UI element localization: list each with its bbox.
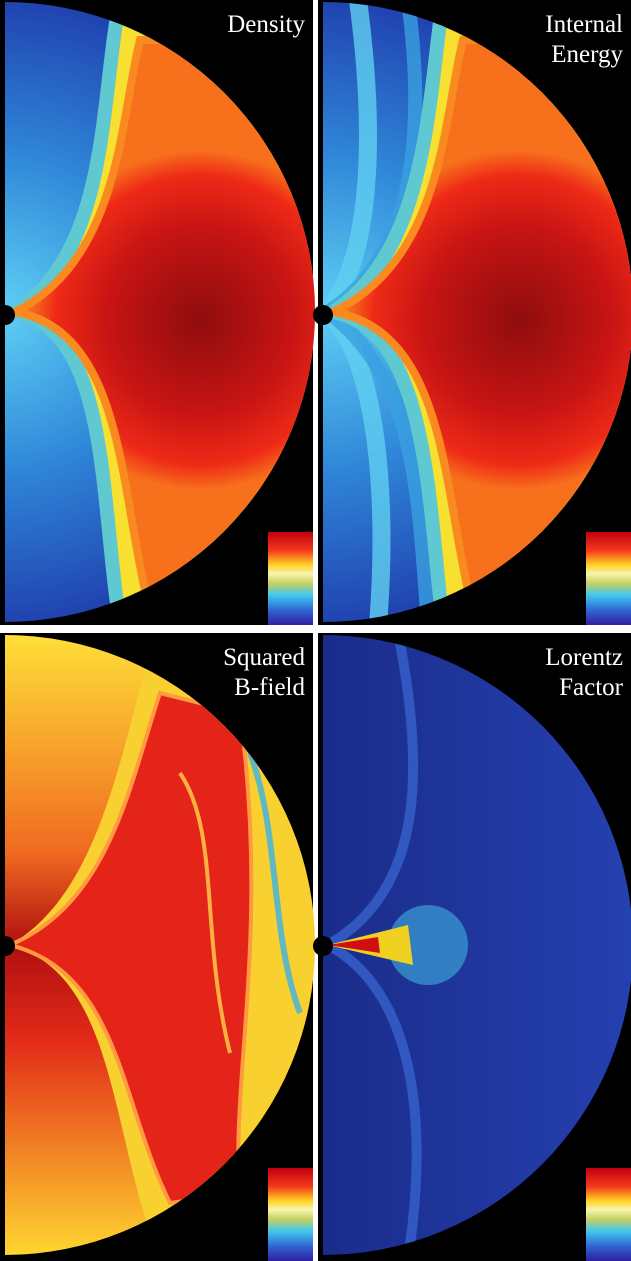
core	[5, 36, 315, 594]
panel-label: B-field	[234, 674, 305, 701]
panel-lorentz: Lorentz Factor	[313, 633, 631, 1261]
panel-label: Factor	[559, 674, 624, 701]
black-hole	[313, 305, 333, 325]
panel-density: Density	[0, 0, 315, 625]
turbulent-core	[5, 690, 254, 1206]
panel-internal-energy: Internal Energy	[313, 0, 631, 625]
colorbar	[586, 1168, 631, 1261]
panel-label: Squared	[223, 644, 305, 671]
panel-label: Energy	[551, 41, 623, 68]
filament	[178, 771, 232, 1054]
core	[323, 36, 631, 594]
black-hole	[313, 936, 333, 956]
panel-label: Density	[227, 11, 305, 38]
jet-core	[328, 937, 380, 953]
black-hole	[0, 305, 15, 325]
panel-label: Internal	[545, 11, 623, 38]
colorbar	[268, 532, 313, 625]
colorbar	[586, 532, 631, 625]
colorbar	[268, 1168, 313, 1261]
black-hole	[0, 936, 15, 956]
filament	[247, 751, 303, 1015]
panel-label: Lorentz	[545, 644, 623, 671]
panel-b-field: Squared B-field	[0, 633, 315, 1261]
